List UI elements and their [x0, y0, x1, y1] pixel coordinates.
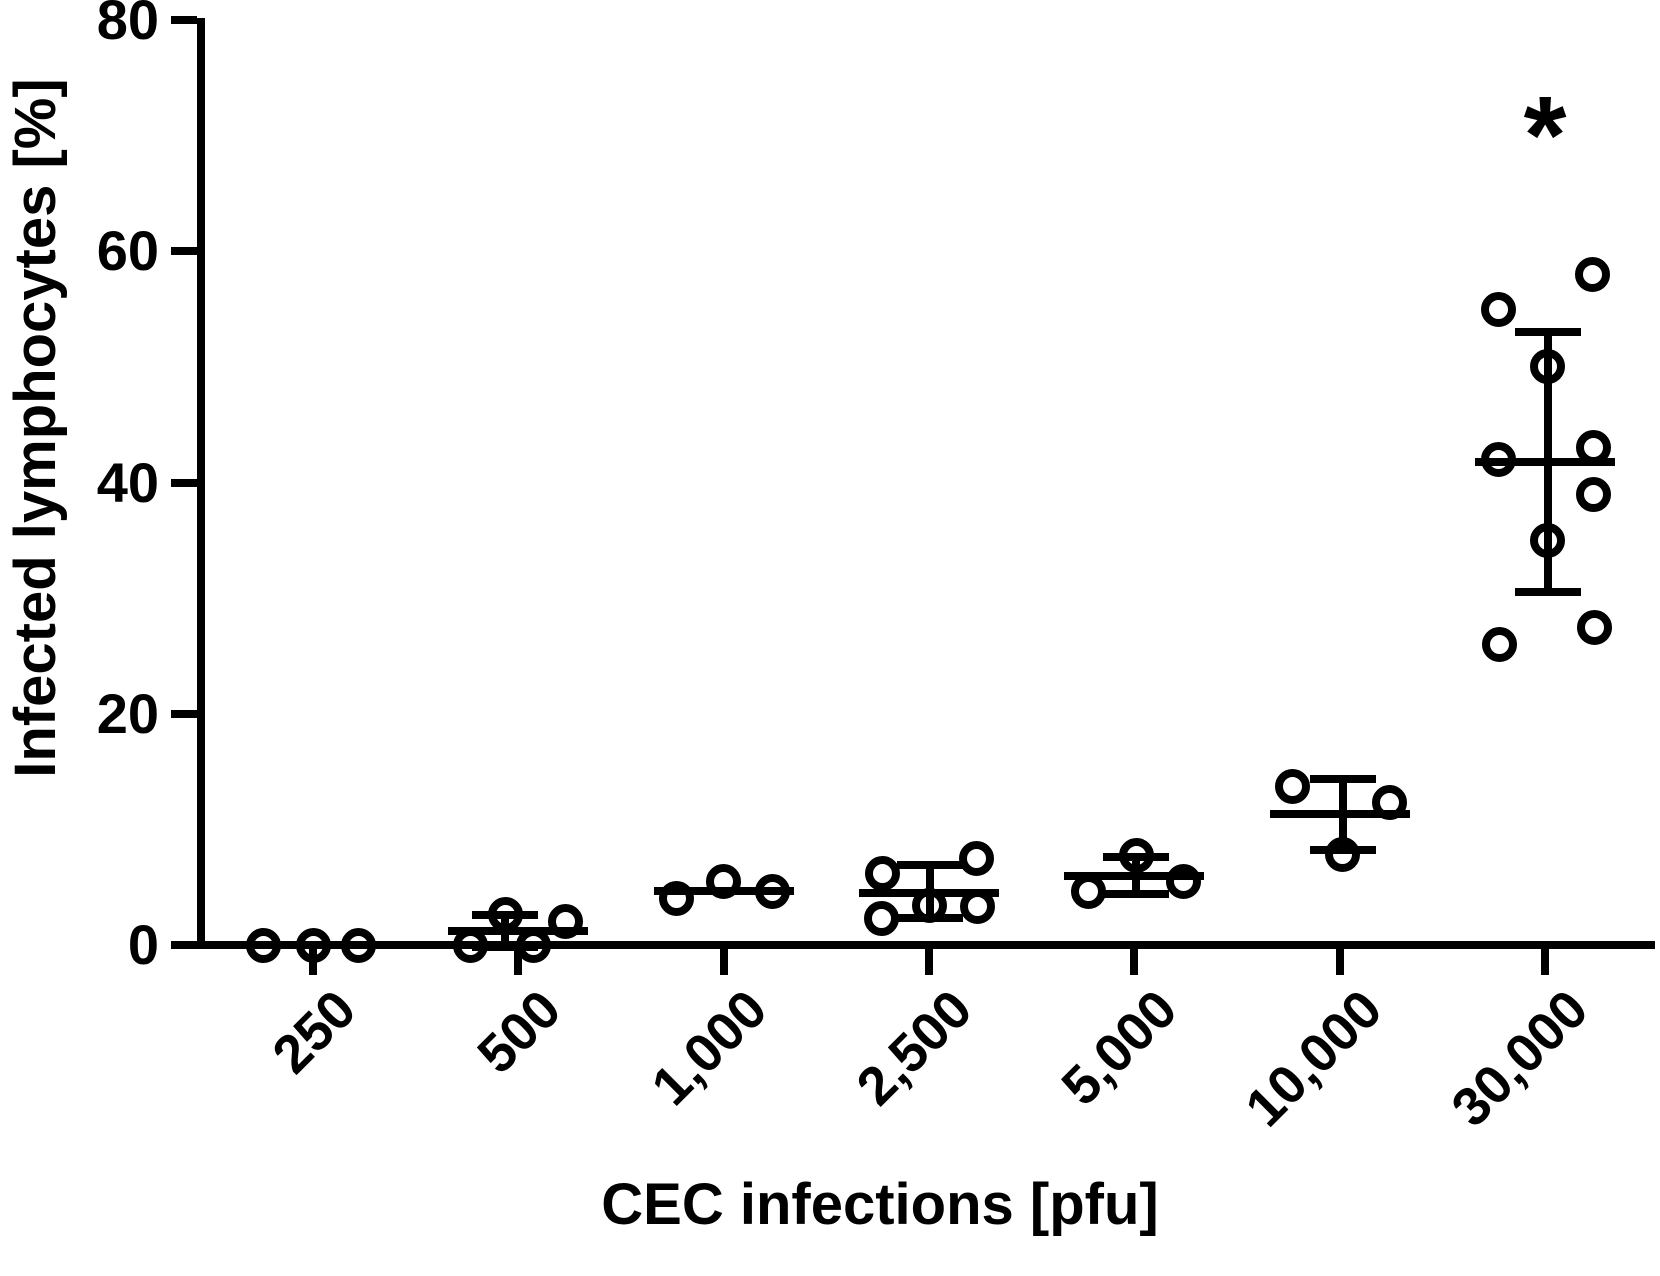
x-tick-label: 500: [466, 978, 573, 1086]
data-point: [1576, 476, 1612, 512]
x-tick: [1335, 949, 1344, 975]
y-tick: [171, 247, 197, 256]
error-bar-cap: [1103, 890, 1170, 899]
x-tick-label: 30,000: [1440, 978, 1600, 1139]
y-tick: [171, 709, 197, 718]
data-point: [515, 927, 551, 963]
y-tick-label: 20: [96, 681, 159, 745]
data-point: [1530, 349, 1566, 385]
data-point: [755, 874, 791, 910]
mean-line: [448, 927, 589, 936]
x-tick: [924, 949, 933, 975]
data-point: [912, 888, 948, 924]
data-point: [1481, 441, 1517, 477]
data-point: [959, 840, 995, 876]
data-point: [1372, 785, 1408, 821]
y-tick: [171, 941, 197, 949]
x-tick-label: 250: [261, 978, 368, 1086]
data-point: [1575, 256, 1611, 292]
data-point: [706, 863, 742, 899]
data-point: [1118, 838, 1154, 874]
x-axis-title: CEC infections [pfu]: [601, 1172, 1159, 1237]
y-tick: [171, 478, 197, 487]
x-tick: [719, 949, 728, 975]
y-tick-label: 40: [96, 450, 159, 514]
data-point: [659, 881, 695, 917]
data-point: [1325, 837, 1361, 873]
data-point: [487, 897, 523, 933]
error-bar-cap: [896, 861, 963, 870]
data-point: [1482, 626, 1518, 662]
data-point: [452, 927, 488, 963]
data-point: [547, 904, 583, 940]
x-tick: [1130, 949, 1139, 975]
data-point: [1275, 769, 1311, 805]
y-axis-line: [197, 18, 205, 949]
x-tick-label: 1,000: [639, 978, 778, 1117]
x-tick-label: 10,000: [1234, 978, 1394, 1139]
data-point: [864, 900, 900, 936]
mean-line: [1474, 457, 1615, 466]
x-axis-line: [197, 941, 1655, 949]
data-point: [1481, 291, 1517, 327]
data-point: [1576, 430, 1612, 466]
data-point: [245, 927, 281, 963]
y-tick: [171, 16, 197, 24]
significance-asterisk: *: [1523, 73, 1567, 197]
y-tick-label: 80: [96, 0, 159, 51]
x-tick-label: 5,000: [1050, 978, 1189, 1117]
mean-line: [1064, 871, 1205, 880]
error-bar-cap: [1514, 328, 1581, 337]
data-point: [865, 855, 901, 891]
data-point: [1530, 522, 1566, 558]
data-point: [1577, 609, 1613, 645]
x-tick: [1540, 949, 1549, 975]
error-bar-cap: [1514, 588, 1581, 597]
error-bar-cap: [1309, 774, 1376, 783]
mean-line: [1269, 810, 1410, 819]
x-tick: [514, 949, 523, 975]
y-tick-label: 0: [127, 913, 159, 976]
data-point: [960, 889, 996, 925]
data-point: [340, 927, 376, 963]
data-point: [1165, 863, 1201, 899]
y-tick-label: 60: [96, 219, 159, 283]
x-tick-label: 2,500: [845, 978, 984, 1117]
data-point: [1070, 874, 1106, 910]
error-bar-cap: [472, 943, 539, 952]
y-axis-title: Infected lymphocytes [%]: [3, 78, 68, 778]
data-point: [295, 927, 331, 963]
